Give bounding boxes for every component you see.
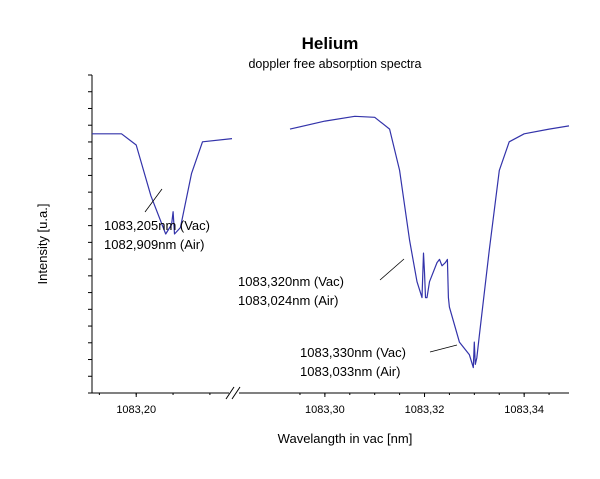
x-tick-label: 1083,34 [504, 404, 544, 416]
x-tick-label: 1083,32 [405, 404, 445, 416]
axes [91, 75, 569, 400]
x-axis-label: Wavelangth in vac [nm] [278, 431, 413, 446]
ticks [88, 74, 550, 397]
annotation-label: 1083,205nm (Vac) [104, 218, 210, 233]
spectrum-line-segment-1 [92, 133, 233, 235]
annotation-leader [429, 344, 458, 353]
annotation-leader [379, 258, 405, 281]
x-tick-label: 1083,30 [305, 404, 345, 416]
annotation-label: 1083,033nm (Air) [300, 364, 400, 379]
annotation-leader [144, 188, 163, 213]
annotations: 1083,205nm (Vac) 1082,909nm (Air) 1083,320… [104, 188, 458, 379]
x-axis-break-mark [231, 386, 241, 400]
annotation-label: 1083,330nm (Vac) [300, 345, 406, 360]
x-axis-break-mark [225, 386, 235, 400]
x-tick-label: 1083,20 [116, 404, 156, 416]
spectrum-line-segment-2 [289, 115, 570, 369]
chart-subtitle: doppler free absorption spectra [248, 57, 421, 71]
tick-labels: 1083,20 1083,30 1083,32 1083,34 [116, 404, 544, 416]
annotation-label: 1083,024nm (Air) [238, 293, 338, 308]
y-axis-label: Intensity [u.a.] [35, 204, 50, 285]
annotation-label: 1082,909nm (Air) [104, 237, 204, 252]
chart-title: Helium [302, 34, 359, 53]
series-group [92, 115, 570, 369]
annotation-label: 1083,320nm (Vac) [238, 274, 344, 289]
